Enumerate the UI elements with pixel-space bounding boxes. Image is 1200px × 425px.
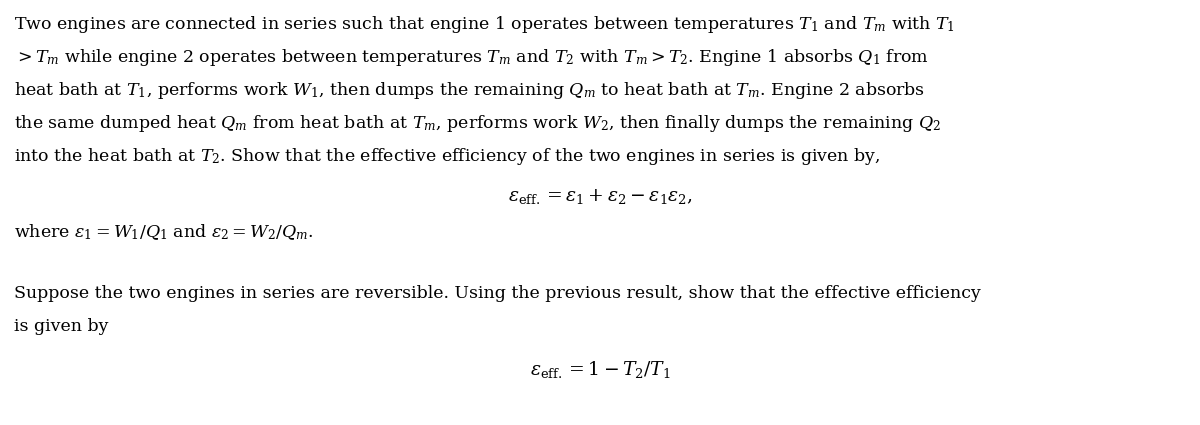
- Text: Suppose the two engines in series are reversible. Using the previous result, sho: Suppose the two engines in series are re…: [14, 285, 980, 302]
- Text: $> T_m$ while engine 2 operates between temperatures $T_m$ and $T_2$ with $T_m >: $> T_m$ while engine 2 operates between …: [14, 47, 929, 68]
- Text: the same dumped heat $Q_m$ from heat bath at $T_m$, performs work $W_2$, then fi: the same dumped heat $Q_m$ from heat bat…: [14, 113, 941, 134]
- Text: $\varepsilon_\mathrm{eff.} = 1 - T_2/T_1$: $\varepsilon_\mathrm{eff.} = 1 - T_2/T_1…: [529, 359, 671, 380]
- Text: $\varepsilon_\mathrm{eff.} = \varepsilon_1 +\varepsilon_2 -\varepsilon_1\varepsi: $\varepsilon_\mathrm{eff.} = \varepsilon…: [508, 187, 692, 206]
- Text: into the heat bath at $T_2$. Show that the effective efficiency of the two engin: into the heat bath at $T_2$. Show that t…: [14, 146, 881, 167]
- Text: where $\varepsilon_1 = W_1/Q_1$ and $\varepsilon_2 = W_2/Q_m$.: where $\varepsilon_1 = W_1/Q_1$ and $\va…: [14, 222, 314, 242]
- Text: is given by: is given by: [14, 318, 108, 335]
- Text: heat bath at $T_1$, performs work $W_1$, then dumps the remaining $Q_m$ to heat : heat bath at $T_1$, performs work $W_1$,…: [14, 80, 925, 101]
- Text: Two engines are connected in series such that engine 1 operates between temperat: Two engines are connected in series such…: [14, 14, 955, 35]
